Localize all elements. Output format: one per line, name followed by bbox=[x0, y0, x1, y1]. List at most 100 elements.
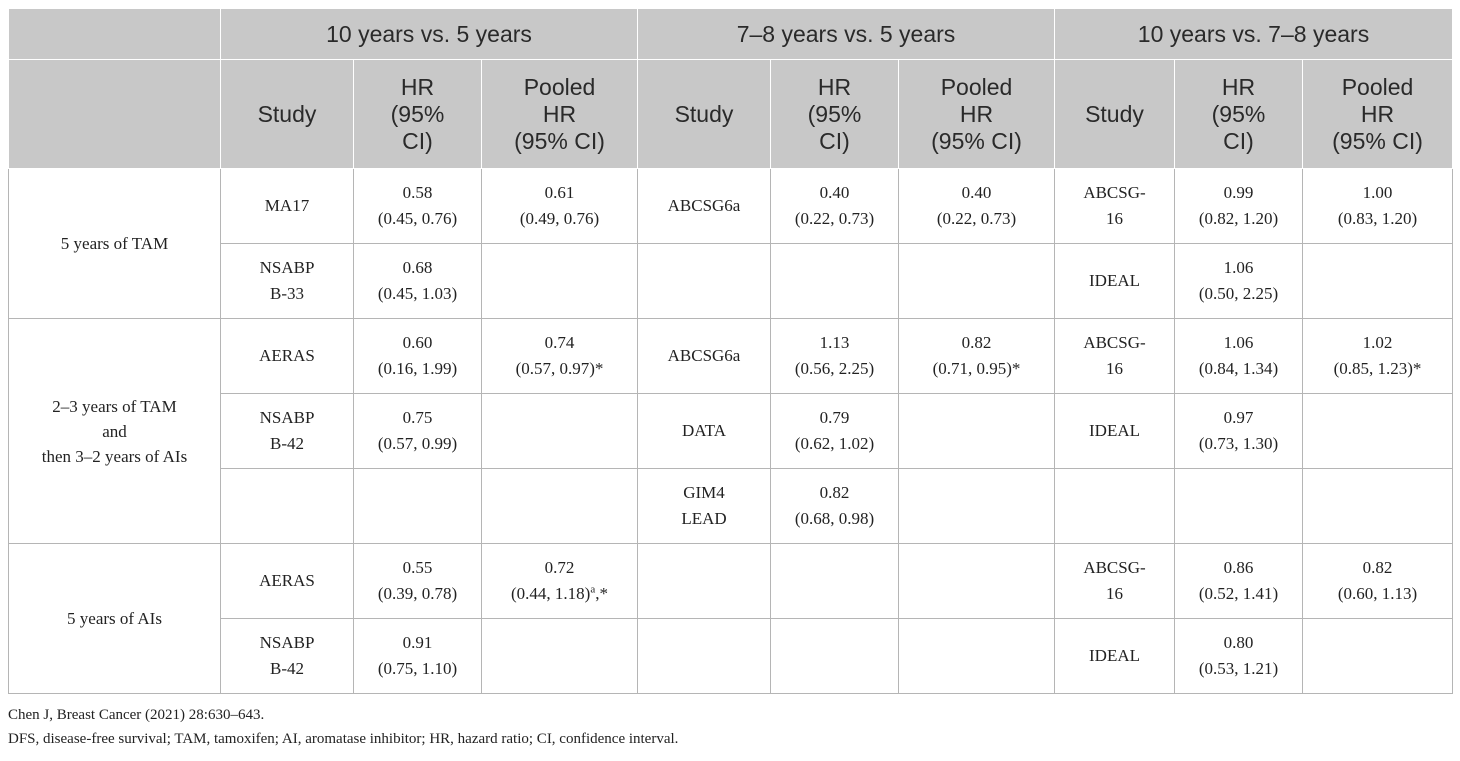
hr-value-line: (0.56, 2.25) bbox=[794, 359, 875, 378]
study-cell: GIM4 LEAD bbox=[637, 468, 771, 544]
pooled-hr-cell bbox=[1302, 468, 1453, 544]
hr-value-line: (0.82, 1.20) bbox=[1198, 209, 1279, 228]
pooled-hr-cell: 1.02 (0.85, 1.23)* bbox=[1302, 318, 1453, 394]
table-row: 5 years of TAM MA17 0.58 (0.45, 0.76) 0.61 (0… bbox=[8, 168, 1453, 319]
column-header-hr-line: HR bbox=[817, 73, 852, 100]
footnote-marker: a bbox=[590, 583, 596, 596]
group-header-10-vs-7-8: 10 years vs. 7–8 years bbox=[1054, 8, 1453, 60]
study-name-line: NSABP bbox=[259, 408, 315, 427]
column-header-pooled-line: (95% CI) bbox=[514, 127, 605, 154]
table-row: 2–3 years of TAM and then 3–2 years of AIs… bbox=[8, 318, 1453, 544]
table-row: NSABP B-42 0.91 (0.75, 1.10) IDEAL 0.80 (0.53,… bbox=[9, 618, 1453, 694]
pooled-hr-value-line: 0.40 bbox=[961, 183, 992, 202]
hr-cell: 0.91 (0.75, 1.10) bbox=[353, 618, 482, 694]
hr-cell bbox=[770, 243, 899, 319]
hr-cell: 0.60 (0.16, 1.99) bbox=[353, 318, 482, 394]
column-header-pooled-hr: Pooled HR (95% CI) bbox=[1302, 59, 1453, 169]
study-name-line: AERAS bbox=[259, 346, 315, 365]
study-name-line: B-42 bbox=[270, 434, 304, 453]
study-name-line: ABCSG- bbox=[1083, 558, 1146, 577]
abbreviations-note: DFS, disease-free survival; TAM, tamoxif… bbox=[8, 731, 679, 747]
study-name-line: NSABP bbox=[259, 258, 315, 277]
study-cell: ABCSG6a bbox=[637, 168, 771, 244]
column-header-pooled-line: Pooled bbox=[940, 73, 1013, 100]
pooled-hr-cell: 0.40 (0.22, 0.73) bbox=[898, 168, 1055, 244]
group-header-row: 10 years vs. 5 years 7–8 years vs. 5 yea… bbox=[8, 8, 1453, 60]
study-cell bbox=[637, 243, 771, 319]
study-name-line: B-33 bbox=[270, 284, 304, 303]
study-cell: MA17 bbox=[220, 168, 354, 244]
column-header-hr-line: CI) bbox=[819, 127, 850, 154]
pooled-hr-cell bbox=[898, 468, 1055, 544]
pooled-hr-value-line: 0.82 bbox=[1362, 558, 1393, 577]
study-cell bbox=[220, 468, 354, 544]
hr-value-line: (0.57, 0.99) bbox=[377, 434, 458, 453]
row-group-label-line: and bbox=[102, 421, 127, 441]
study-name-line: NSABP bbox=[259, 633, 315, 652]
pooled-hr-value-line: 0.82 bbox=[961, 333, 992, 352]
pooled-hr-cell bbox=[481, 393, 638, 469]
hr-value-line: (0.16, 1.99) bbox=[377, 359, 458, 378]
column-header-hr-line: (95% bbox=[807, 100, 862, 127]
corner-subheader-cell bbox=[8, 59, 221, 169]
study-name-line: MA17 bbox=[264, 196, 310, 215]
column-header-hr: HR (95% CI) bbox=[353, 59, 482, 169]
pooled-hr-value-line: 1.00 bbox=[1362, 183, 1393, 202]
study-name-line: 16 bbox=[1106, 209, 1123, 228]
study-name-line: ABCSG6a bbox=[667, 196, 741, 215]
hr-value-line: 0.91 bbox=[402, 633, 433, 652]
pooled-hr-value-line: 0.74 bbox=[544, 333, 575, 352]
hr-value-line: 0.82 bbox=[819, 483, 850, 502]
hr-cell: 0.75 (0.57, 0.99) bbox=[353, 393, 482, 469]
hr-cell: 0.99 (0.82, 1.20) bbox=[1174, 168, 1303, 244]
study-cell: IDEAL bbox=[1054, 618, 1175, 694]
column-header-hr-line: CI) bbox=[1223, 127, 1254, 154]
pooled-hr-value-line: (0.60, 1.13) bbox=[1337, 584, 1418, 603]
hr-value-line: 0.97 bbox=[1223, 408, 1254, 427]
column-header-hr: HR (95% CI) bbox=[770, 59, 899, 169]
study-cell: AERAS bbox=[220, 318, 354, 394]
pooled-hr-value-line: (0.49, 0.76) bbox=[519, 209, 600, 228]
hr-value-line: (0.22, 0.73) bbox=[794, 209, 875, 228]
hr-value-line: 0.60 bbox=[402, 333, 433, 352]
group-header-10-vs-5: 10 years vs. 5 years bbox=[220, 8, 638, 60]
hr-value-line: 0.99 bbox=[1223, 183, 1254, 202]
column-header-study: Study bbox=[1054, 59, 1175, 169]
hr-cell: 0.80 (0.53, 1.21) bbox=[1174, 618, 1303, 694]
column-header-hr-line: HR bbox=[1221, 73, 1256, 100]
column-header-pooled-line: HR bbox=[542, 100, 577, 127]
pooled-hr-value-line: (0.71, 0.95)* bbox=[932, 359, 1021, 378]
study-cell bbox=[637, 543, 771, 619]
hr-value-line: (0.53, 1.21) bbox=[1198, 659, 1279, 678]
pooled-hr-cell bbox=[898, 543, 1055, 619]
pooled-hr-cell bbox=[481, 243, 638, 319]
column-header-pooled-hr: Pooled HR (95% CI) bbox=[481, 59, 638, 169]
pooled-hr-cell bbox=[1302, 393, 1453, 469]
study-name-line: ABCSG- bbox=[1083, 333, 1146, 352]
hr-cell: 0.86 (0.52, 1.41) bbox=[1174, 543, 1303, 619]
pooled-hr-cell bbox=[481, 618, 638, 694]
hr-value-line: 1.06 bbox=[1223, 333, 1254, 352]
hr-value-line: (0.73, 1.30) bbox=[1198, 434, 1279, 453]
column-header-hr-line: (95% bbox=[390, 100, 445, 127]
row-group-label-line: 5 years of TAM bbox=[60, 234, 169, 253]
pooled-hr-cell: 1.00 (0.83, 1.20) bbox=[1302, 168, 1453, 244]
pooled-hr-value-line: 0.61 bbox=[544, 183, 575, 202]
hr-cell bbox=[353, 468, 482, 544]
hr-cell: 0.68 (0.45, 1.03) bbox=[353, 243, 482, 319]
hr-cell: 0.55 (0.39, 0.78) bbox=[353, 543, 482, 619]
column-header-pooled-line: Pooled bbox=[1341, 73, 1414, 100]
table-row: NSABP B-33 0.68 (0.45, 1.03) IDEAL 1.06 (0.50,… bbox=[9, 243, 1453, 319]
pooled-hr-value-line: (0.57, 0.97)* bbox=[515, 359, 604, 378]
column-header-pooled-line: HR bbox=[959, 100, 994, 127]
hr-value-line: 0.55 bbox=[402, 558, 433, 577]
column-header-hr: HR (95% CI) bbox=[1174, 59, 1303, 169]
pooled-hr-value-line: (0.44, 1.18)a,* bbox=[486, 581, 633, 607]
hr-value-line: (0.45, 0.76) bbox=[377, 209, 458, 228]
pooled-hr-cell: 0.82 (0.60, 1.13) bbox=[1302, 543, 1453, 619]
column-header-row: Study HR (95% CI) Pooled HR (95% CI) Study HR (95… bbox=[8, 59, 1453, 169]
pooled-hr-ci-text: (0.44, 1.18) bbox=[511, 584, 591, 603]
study-name-line: GIM4 bbox=[683, 483, 725, 502]
study-name-line: DATA bbox=[682, 421, 726, 440]
hr-value-line: (0.75, 1.10) bbox=[377, 659, 458, 678]
